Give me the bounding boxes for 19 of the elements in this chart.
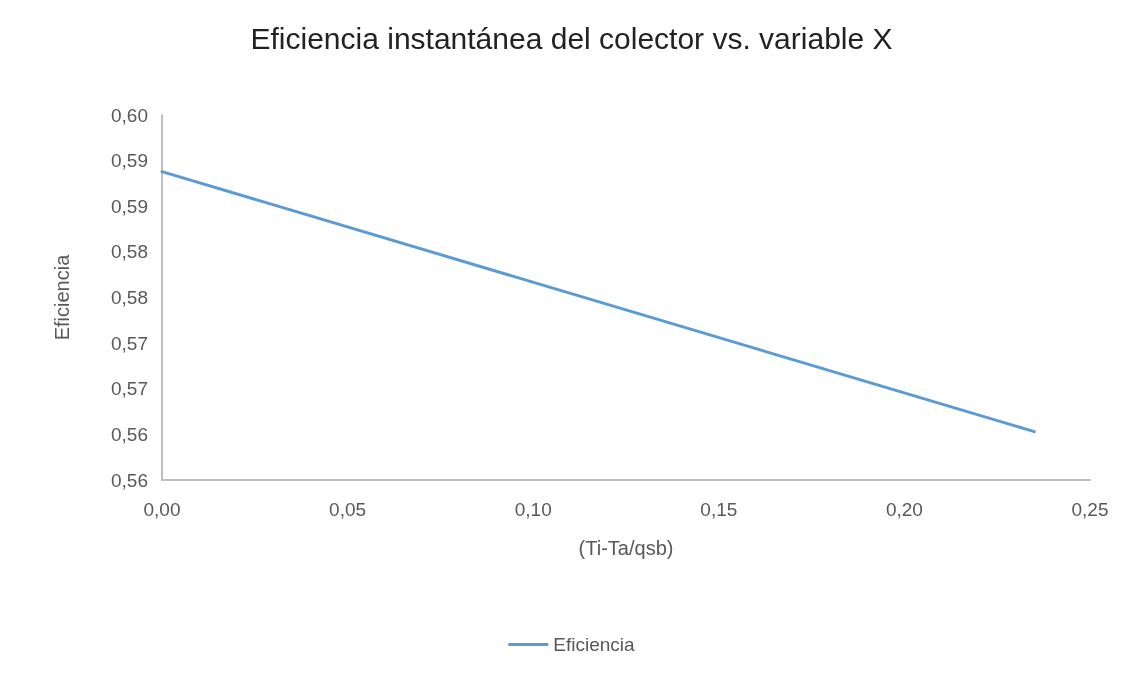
x-axis-title: (Ti-Ta/qsb) xyxy=(578,537,674,559)
x-tick-label: 0,20 xyxy=(885,499,923,520)
y-axis-title: Eficiencia xyxy=(51,253,73,341)
y-tick-label: 0,58 xyxy=(111,287,148,308)
y-tick-label: 0,60 xyxy=(111,104,148,126)
x-tick-label: 0,05 xyxy=(329,499,367,520)
y-tick-label: 0,58 xyxy=(111,241,148,263)
legend-label: Eficiencia xyxy=(553,634,636,655)
x-tick-label: 0,15 xyxy=(700,499,738,520)
y-tick-label: 0,59 xyxy=(111,195,148,217)
chart-title: Eficiencia instantánea del colector vs. variable X xyxy=(250,21,893,55)
y-tick-label: 0,57 xyxy=(111,378,148,400)
y-tick-label: 0,56 xyxy=(111,469,148,491)
x-tick-label: 0,00 xyxy=(143,499,181,520)
y-tick-label: 0,59 xyxy=(111,150,148,172)
x-tick-label: 0,25 xyxy=(1071,499,1109,520)
y-tick-label: 0,57 xyxy=(111,332,148,354)
y-tick-label: 0,56 xyxy=(111,423,148,445)
x-tick-label: 0,10 xyxy=(514,499,552,520)
